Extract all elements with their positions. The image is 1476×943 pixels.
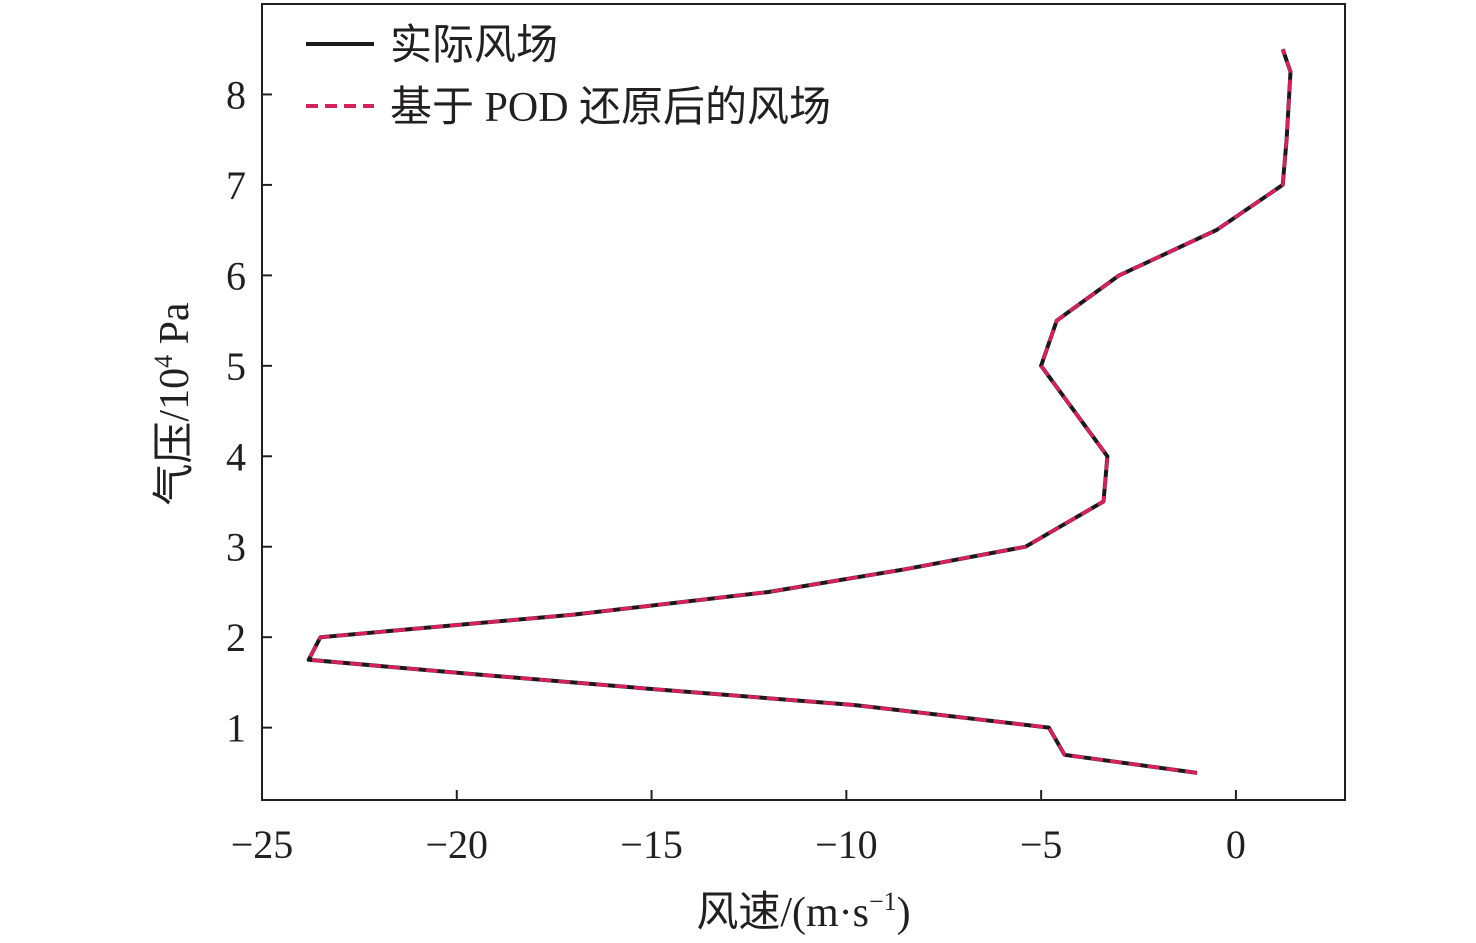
plot-frame bbox=[261, 3, 1346, 801]
y-tick-label: 3 bbox=[226, 525, 246, 570]
x-tick-label: −20 bbox=[426, 822, 489, 867]
x-tick-label: −25 bbox=[231, 822, 294, 867]
legend-label: 基于 POD 还原后的风场 bbox=[390, 85, 831, 131]
y-tick-label: 2 bbox=[226, 615, 246, 660]
x-tick-label: 0 bbox=[1226, 822, 1246, 867]
y-tick-label: 4 bbox=[226, 434, 246, 479]
legend-label: 实际风场 bbox=[390, 22, 558, 69]
series-layer bbox=[306, 48, 1293, 775]
y-tick-label: 7 bbox=[226, 163, 246, 208]
x-tick-label: −15 bbox=[620, 822, 683, 867]
series-line-actual bbox=[306, 48, 1293, 775]
y-tick-label: 1 bbox=[226, 706, 246, 751]
y-tick-label: 8 bbox=[226, 72, 246, 117]
x-tick-label: −10 bbox=[815, 822, 878, 867]
y-tick-label: 5 bbox=[226, 344, 246, 389]
x-axis-ticks: −25 −20 −15 −10 −5 0 bbox=[231, 790, 1246, 867]
y-tick-label: 6 bbox=[226, 253, 246, 298]
x-tick-label: −5 bbox=[1020, 822, 1063, 867]
y-axis-ticks: 1 2 3 4 5 6 7 8 bbox=[226, 72, 272, 751]
series-line-pod bbox=[306, 48, 1293, 775]
y-axis-title: 气压/104 Pa bbox=[149, 302, 198, 506]
x-axis-title: 风速/(m·s−1) bbox=[696, 887, 910, 936]
